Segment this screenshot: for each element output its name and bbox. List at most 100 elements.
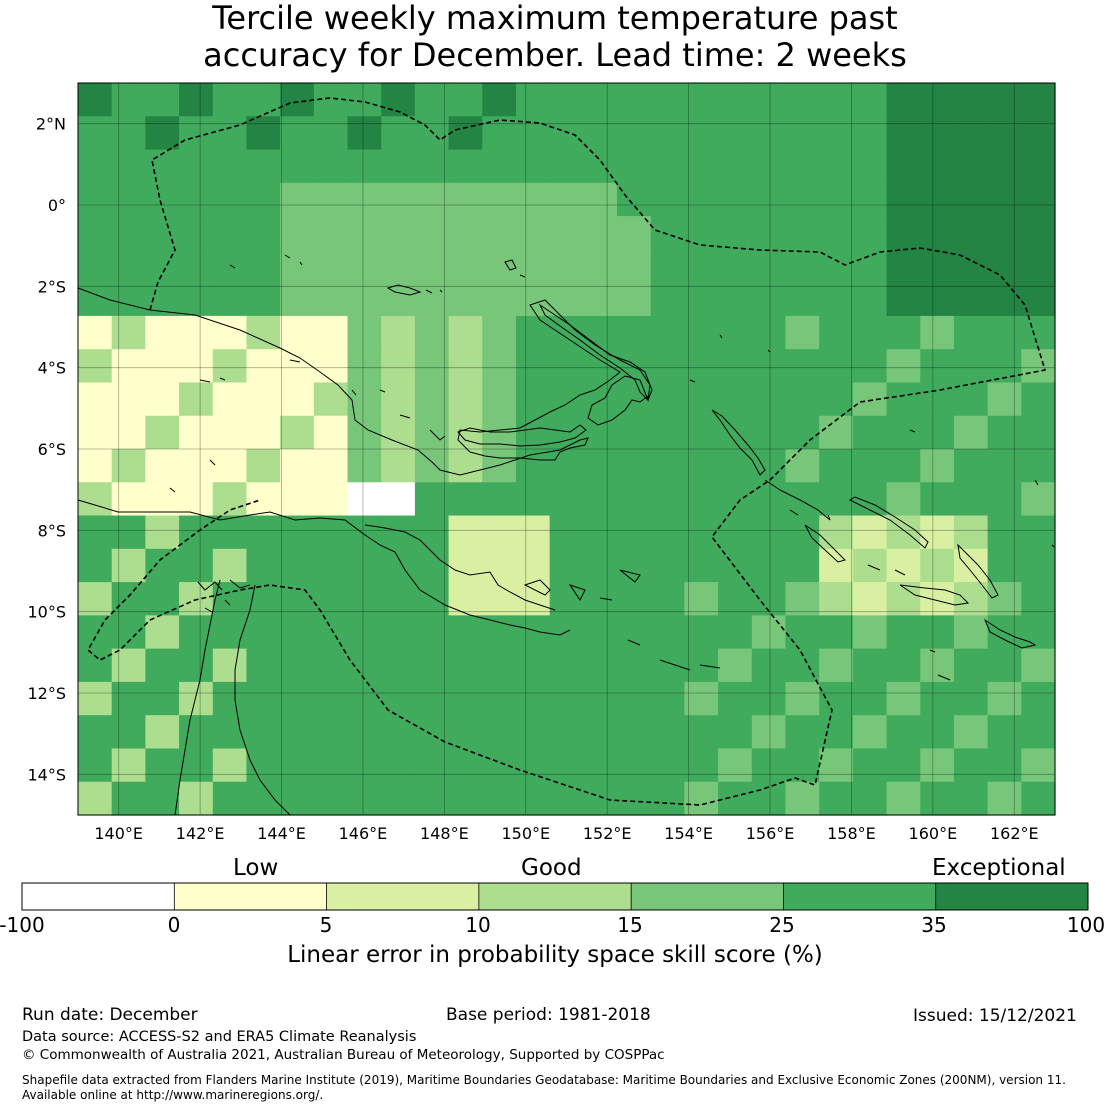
grid-cell [751,315,787,350]
grid-cell [650,249,686,284]
grid-cell [212,83,248,117]
grid-cell [145,748,180,783]
grid-cell [78,515,113,550]
grid-cell [515,781,551,816]
grid-cell [111,349,146,384]
longitude-tick-label: 148°E [420,824,469,843]
grid-cell [583,182,618,217]
grid-cell [179,548,214,583]
grid-cell [515,315,551,350]
grid-cell [819,548,854,583]
grid-cell [1021,349,1056,384]
grid-cell [515,282,551,317]
colorbar-label-low: Low [233,855,279,881]
grid-cell [179,715,214,750]
grid-cell [684,116,719,151]
grid-cell [414,781,450,816]
grid-cell [280,482,315,517]
grid-cell [212,216,248,250]
grid-cell [145,182,180,217]
grid-cell [718,449,753,483]
grid-cell [212,449,248,483]
grid-cell [78,615,113,650]
colorbar-segment [783,883,937,910]
grid-cell [920,216,955,250]
colorbar-segment [22,883,175,910]
grid-cell [145,648,180,683]
longitude-tick-label: 160°E [909,824,958,843]
grid-cell [549,681,584,716]
colorbar-tick: 15 [617,913,643,937]
grid-cell [987,648,1022,683]
grid-cell [280,116,315,151]
grid-cell [684,182,719,217]
grid-cell [414,482,450,517]
grid-cell [482,482,517,517]
grid-cell [583,681,618,716]
grid-cell [549,449,584,483]
solomon-guadalcanal [899,584,970,606]
grid-cell [313,781,349,816]
grid-cell [414,315,450,350]
grid-cell [313,349,349,384]
grid-cell [852,648,888,683]
grid-cell [78,315,113,350]
colorbar-tick: -100 [0,913,45,937]
grid-cell [111,249,146,284]
grid-cell [246,449,281,483]
grid-cell [953,282,989,317]
grid-cell [617,382,652,417]
grid-cell [381,116,416,151]
grid-cell [78,415,113,450]
grid-cell [718,282,753,317]
grid-cell [819,149,854,184]
grid-cell [617,515,652,550]
grid-cell [684,781,719,816]
grid-cell [448,648,483,683]
grid-cell [987,681,1022,716]
grid-cell [718,216,753,250]
grid-cell [347,315,382,350]
grid-cell [515,216,551,250]
grid-cell [617,781,652,816]
grid-cell [617,681,652,716]
grid-cell [953,349,989,384]
map-gridlines [78,83,1055,815]
grid-cell [78,781,113,816]
grid-cell [515,249,551,284]
grid-cell [785,548,820,583]
grid-cell [987,582,1022,616]
grid-cell [852,681,888,716]
grid-cell [246,748,281,783]
grid-cell [179,681,214,716]
grid-cell [886,715,921,750]
grid-cell [482,415,517,450]
colorbar-segment [478,883,632,910]
grid-cell [549,216,584,250]
grid-cell [111,116,146,151]
grid-cell [280,548,315,583]
grid-cell [920,149,955,184]
grid-cell [515,548,551,583]
grid-cell [751,149,787,184]
scattered-islands [169,334,1055,681]
latitude-tick-label: 8°S [38,521,66,540]
grid-cell [212,615,248,650]
grid-cell [785,715,820,750]
grid-cell [246,582,281,616]
colorbar-segment [935,883,1089,910]
grid-cell [347,615,382,650]
grid-cell [1021,615,1056,650]
grid-cell [617,482,652,517]
grid-cell [718,615,753,650]
grid-cell [482,83,517,117]
latitude-tick-label: 14°S [27,765,66,784]
grid-cell [212,249,248,284]
grid-cell [482,249,517,284]
latitude-tick-label: 2°S [38,277,66,296]
grid-cell [886,681,921,716]
grid-cell [819,515,854,550]
grid-cell [718,382,753,417]
grid-cell [785,781,820,816]
grid-cell [381,515,416,550]
